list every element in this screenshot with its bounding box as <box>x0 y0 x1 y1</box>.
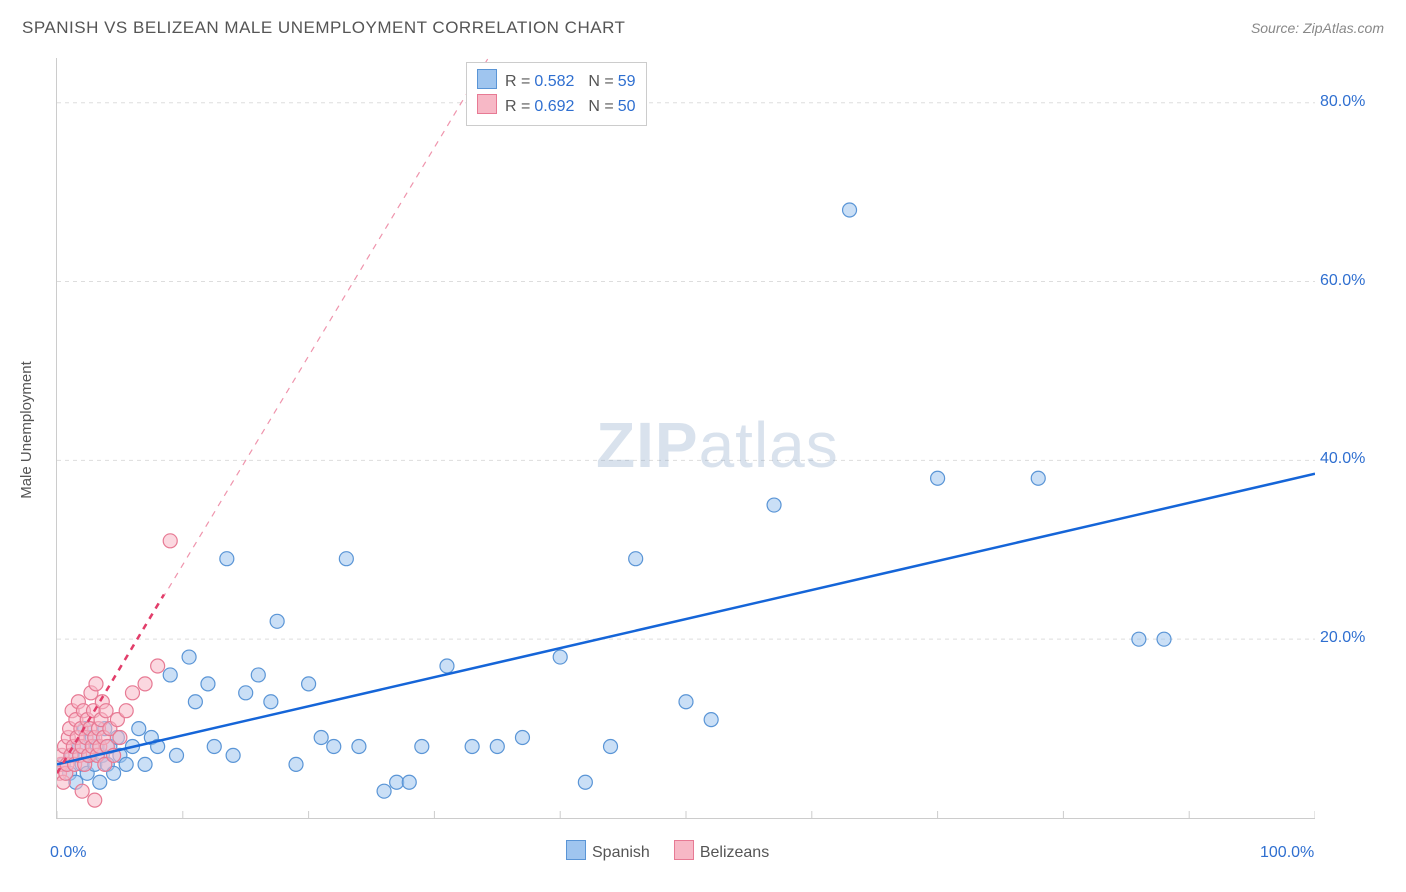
legend-swatch <box>477 94 497 114</box>
r-value: 0.692 <box>534 98 574 115</box>
series-legend: Spanish Belizeans <box>566 840 793 862</box>
x-tick-0: 0.0% <box>50 844 86 862</box>
n-value: 59 <box>618 73 636 90</box>
legend-swatch <box>477 69 497 89</box>
stats-legend-row: R =0.582 N = 59 <box>477 69 636 94</box>
y-axis-label: Male Unemployment <box>18 361 35 499</box>
legend-swatch <box>674 840 694 860</box>
legend-label: Belizeans <box>700 844 769 861</box>
r-label: R = <box>505 73 530 90</box>
x-tick-100: 100.0% <box>1260 844 1314 862</box>
r-value: 0.582 <box>534 73 574 90</box>
r-label: R = <box>505 98 530 115</box>
y-tick-label: 80.0% <box>1320 93 1374 111</box>
y-tick-label: 40.0% <box>1320 450 1374 468</box>
n-label: N = <box>588 98 613 115</box>
chart-title: SPANISH VS BELIZEAN MALE UNEMPLOYMENT CO… <box>22 18 625 38</box>
stats-legend-row: R =0.692 N = 50 <box>477 94 636 119</box>
y-tick-label: 60.0% <box>1320 272 1374 290</box>
n-label: N = <box>588 73 613 90</box>
stats-legend: R =0.582 N = 59 R =0.692 N = 50 <box>466 62 647 126</box>
scatter-plot <box>56 58 1315 819</box>
legend-label: Spanish <box>592 844 650 861</box>
legend-swatch <box>566 840 586 860</box>
y-tick-label: 20.0% <box>1320 629 1374 647</box>
chart-area: ZIPatlas R =0.582N =59R =0.692N =50 20.0… <box>56 58 1376 848</box>
n-value: 50 <box>618 98 636 115</box>
chart-source: Source: ZipAtlas.com <box>1251 20 1384 36</box>
